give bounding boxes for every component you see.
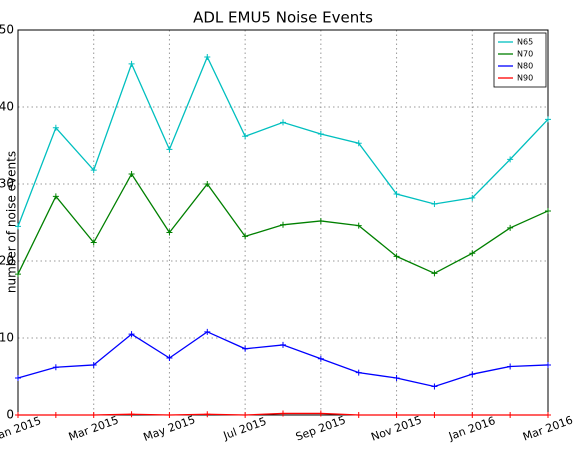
y-tick-label: 50 (0, 23, 14, 37)
marker (317, 130, 324, 137)
marker (280, 410, 286, 417)
marker (355, 412, 362, 418)
marker (431, 270, 438, 277)
chart-title: ADL EMU5 Noise Events (193, 9, 373, 27)
marker (52, 412, 59, 418)
marker (128, 170, 135, 177)
marker (393, 375, 400, 382)
marker (545, 116, 551, 123)
marker (90, 167, 97, 174)
marker (431, 201, 438, 208)
marker (469, 250, 476, 257)
marker (545, 361, 551, 368)
marker (166, 146, 173, 153)
y-tick-label: 0 (6, 408, 14, 422)
marker (355, 140, 362, 147)
marker (128, 411, 135, 418)
y-tick-label: 10 (0, 331, 14, 345)
marker (469, 412, 476, 418)
marker (507, 156, 514, 163)
marker (242, 133, 249, 140)
marker (204, 328, 211, 335)
marker (393, 253, 400, 260)
series-line (17, 331, 549, 388)
legend-label: N90 (517, 74, 533, 83)
y-axis-label: number of noise events (5, 151, 19, 293)
x-tick-label: Jul 2015 (221, 415, 268, 443)
legend-label: N65 (517, 38, 533, 47)
marker (15, 375, 21, 382)
marker (52, 124, 59, 131)
marker (545, 207, 551, 214)
marker (15, 412, 21, 418)
marker (355, 369, 362, 376)
marker (280, 119, 286, 126)
marker (393, 412, 400, 418)
x-tick-label: Sep 2015 (294, 413, 348, 443)
marker (166, 412, 173, 418)
marker (90, 239, 97, 246)
marker (280, 341, 286, 348)
marker (90, 412, 97, 418)
marker (204, 181, 211, 187)
marker (204, 411, 211, 418)
marker (204, 53, 211, 60)
marker (52, 364, 59, 371)
marker (355, 222, 362, 229)
legend: N65 N70 N80 N90 (493, 32, 547, 88)
marker (242, 412, 249, 418)
marker (317, 410, 324, 417)
marker (15, 223, 21, 230)
marker (393, 191, 400, 198)
marker (431, 383, 438, 390)
marker (317, 217, 324, 224)
y-tick-label: 40 (0, 100, 14, 114)
marker (431, 412, 438, 418)
x-tick-label: Jan 2016 (446, 414, 497, 443)
marker (469, 371, 476, 378)
marker (90, 361, 97, 368)
marker (280, 221, 286, 228)
marker (52, 193, 59, 200)
marker (242, 233, 249, 240)
marker (242, 345, 249, 352)
legend-label: N80 (517, 62, 533, 71)
legend-label: N70 (517, 50, 533, 59)
marker (317, 355, 324, 362)
series-line (17, 55, 549, 227)
marker (15, 271, 21, 278)
y-tick-label: 20 (0, 254, 14, 268)
marker (507, 363, 514, 370)
y-tick-label: 30 (0, 177, 14, 191)
marker (128, 60, 135, 67)
marker (507, 224, 514, 231)
marker (128, 331, 135, 338)
marker (166, 355, 173, 362)
marker (545, 412, 551, 418)
marker (507, 412, 514, 418)
marker (166, 229, 173, 236)
marker (469, 194, 476, 201)
